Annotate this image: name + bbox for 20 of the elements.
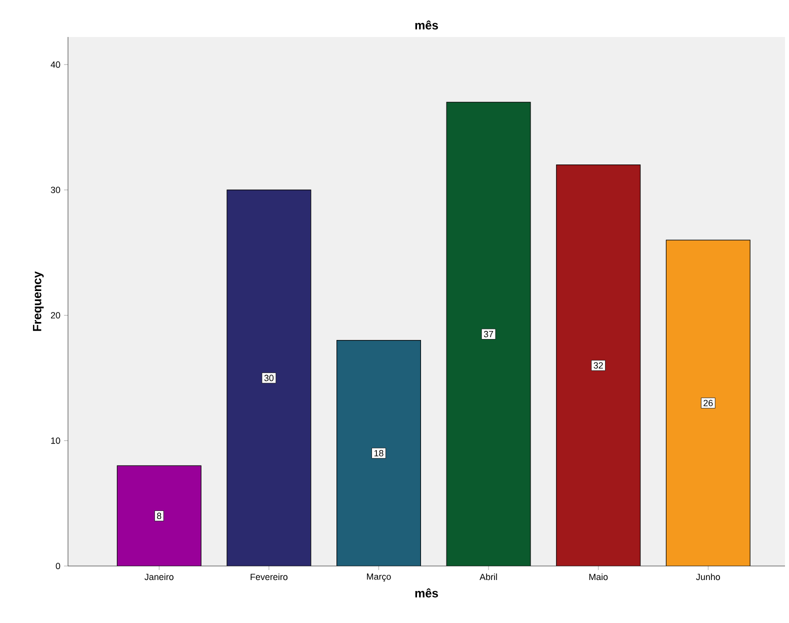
y-axis-title: Frequency (32, 271, 44, 331)
x-axis-title: mês (415, 588, 438, 598)
x-tick-label: Março (367, 574, 391, 582)
x-tick-label: Fevereiro (250, 574, 288, 580)
y-tick-label: 40 (50, 61, 60, 68)
x-tick-label: Junho (696, 574, 720, 580)
data-label: 18 (374, 450, 384, 456)
y-tick-label: 10 (51, 437, 60, 444)
x-tick-label: Abril (480, 574, 497, 580)
data-label: 30 (264, 374, 274, 382)
data-label: 37 (484, 330, 494, 338)
x-tick-label: Janeiro (144, 574, 174, 580)
y-tick-label: 20 (50, 312, 60, 318)
x-tick-label: Maio (589, 574, 608, 580)
data-label: 32 (594, 362, 603, 369)
chart-title: mês (415, 20, 438, 30)
y-tick-label: 30 (50, 186, 60, 194)
y-tick-label: 0 (56, 562, 60, 570)
data-label: 26 (704, 400, 713, 406)
data-label: 8 (157, 512, 162, 520)
